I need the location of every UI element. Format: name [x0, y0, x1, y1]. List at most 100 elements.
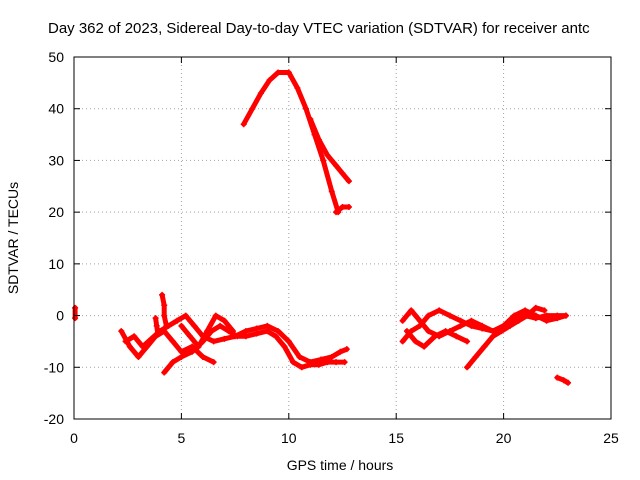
data-point [195, 343, 202, 350]
data-point [560, 377, 567, 384]
data-point [161, 369, 168, 376]
data-point [135, 353, 142, 360]
series-line [307, 116, 352, 184]
data-point [408, 307, 415, 314]
data-point [290, 359, 297, 366]
series-line [159, 292, 169, 329]
y-axis-label: SDTVAR / TECUs [5, 182, 21, 294]
series-line [241, 70, 341, 215]
y-tick-label: 20 [48, 204, 64, 220]
series-track-1 [240, 69, 342, 216]
y-tick-label: 0 [56, 308, 64, 324]
series-track-3 [333, 203, 352, 216]
chart-title: Day 362 of 2023, Sidereal Day-to-day VTE… [48, 20, 590, 37]
data-point [421, 343, 428, 350]
data-point [464, 364, 471, 371]
series-line [464, 305, 547, 370]
data-point [217, 322, 224, 329]
x-tick-label: 25 [603, 430, 619, 446]
data-point [315, 136, 322, 143]
data-point [221, 317, 228, 324]
data-point [324, 152, 331, 159]
data-point [159, 291, 166, 298]
data-point [221, 335, 228, 342]
data-point [453, 333, 460, 340]
data-point [324, 359, 331, 366]
data-point [515, 317, 522, 324]
data-point [281, 343, 288, 350]
series-track-15 [554, 374, 572, 386]
data-point [524, 312, 531, 319]
data-point [481, 343, 488, 350]
data-point [131, 333, 138, 340]
data-point [307, 361, 314, 368]
data-point [328, 353, 335, 360]
x-tick-label: 0 [70, 430, 78, 446]
series-line [123, 313, 350, 365]
data-point [425, 328, 432, 335]
data-point [333, 162, 340, 169]
data-point [479, 322, 486, 329]
data-point [249, 105, 256, 112]
data-point [333, 359, 340, 366]
data-point [522, 307, 529, 314]
data-point [498, 328, 505, 335]
data-point [161, 302, 168, 309]
x-tick-label: 10 [281, 430, 297, 446]
data-point [565, 379, 572, 386]
data-point [468, 322, 475, 329]
data-point [562, 312, 569, 319]
data-point [543, 312, 550, 319]
series-track-13 [403, 328, 471, 350]
series-track-2 [307, 116, 352, 185]
data-point [399, 317, 406, 324]
data-point [341, 359, 348, 366]
plot-frame [73, 56, 612, 420]
data-point [472, 353, 479, 360]
data-point [320, 157, 327, 164]
data-point [285, 338, 292, 345]
data-point [212, 312, 219, 319]
data-point [174, 317, 181, 324]
data-point [532, 304, 539, 311]
data-point [457, 322, 464, 329]
series-track-6 [161, 322, 348, 376]
data-point [253, 325, 260, 332]
data-point [294, 85, 301, 92]
x-tick-label: 15 [388, 430, 404, 446]
data-point [431, 333, 438, 340]
y-tick-label: 50 [48, 49, 64, 65]
data-point [242, 328, 249, 335]
data-point [511, 312, 518, 319]
data-point [541, 307, 548, 314]
data-point [266, 77, 273, 84]
data-point [412, 338, 419, 345]
data-series [72, 69, 572, 386]
data-point [229, 328, 236, 335]
data-point [210, 338, 217, 345]
data-point [242, 333, 249, 340]
data-point [272, 333, 279, 340]
data-point [275, 69, 282, 76]
data-point [285, 69, 292, 76]
data-point [302, 105, 309, 112]
data-point [161, 312, 168, 319]
data-point [333, 209, 340, 216]
data-point [234, 333, 241, 340]
data-point [178, 322, 185, 329]
data-point [139, 343, 146, 350]
data-point [468, 317, 475, 324]
data-point [253, 330, 260, 337]
data-point [154, 330, 161, 337]
data-point [191, 322, 198, 329]
data-point [186, 333, 193, 340]
data-point [275, 328, 282, 335]
data-point [442, 328, 449, 335]
series-track-10 [178, 312, 236, 350]
series-track-7 [159, 291, 170, 329]
y-tick-label: 30 [48, 152, 64, 168]
data-point [257, 90, 264, 97]
series-line [161, 323, 348, 375]
data-point [72, 315, 79, 322]
